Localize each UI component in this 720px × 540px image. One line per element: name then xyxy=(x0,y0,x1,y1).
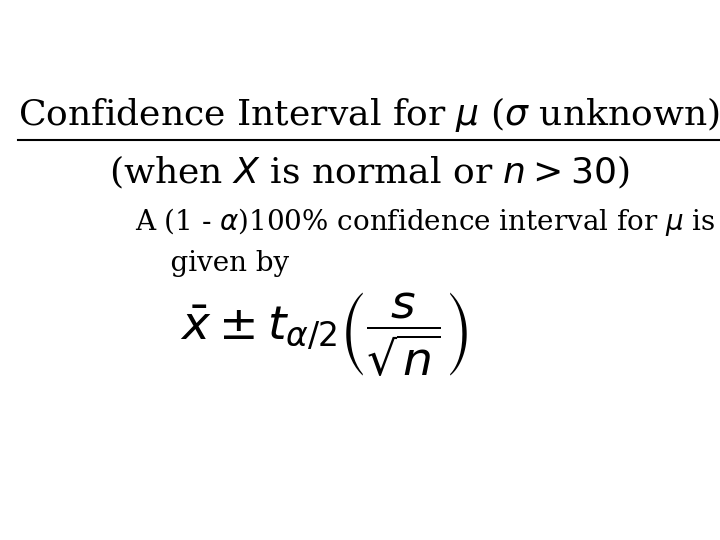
Text: (when $X$ is normal or $n > 30$): (when $X$ is normal or $n > 30$) xyxy=(109,154,629,192)
Text: Confidence Interval for $\mu$ ($\sigma$ unknown): Confidence Interval for $\mu$ ($\sigma$ … xyxy=(18,95,720,134)
Text: $\bar{x} \pm t_{\alpha/2}\left(\dfrac{s}{\sqrt{n}}\right)$: $\bar{x} \pm t_{\alpha/2}\left(\dfrac{s}… xyxy=(181,291,468,379)
Text: A (1 - $\alpha$)100% confidence interval for $\mu$ is
    given by: A (1 - $\alpha$)100% confidence interval… xyxy=(135,206,715,278)
